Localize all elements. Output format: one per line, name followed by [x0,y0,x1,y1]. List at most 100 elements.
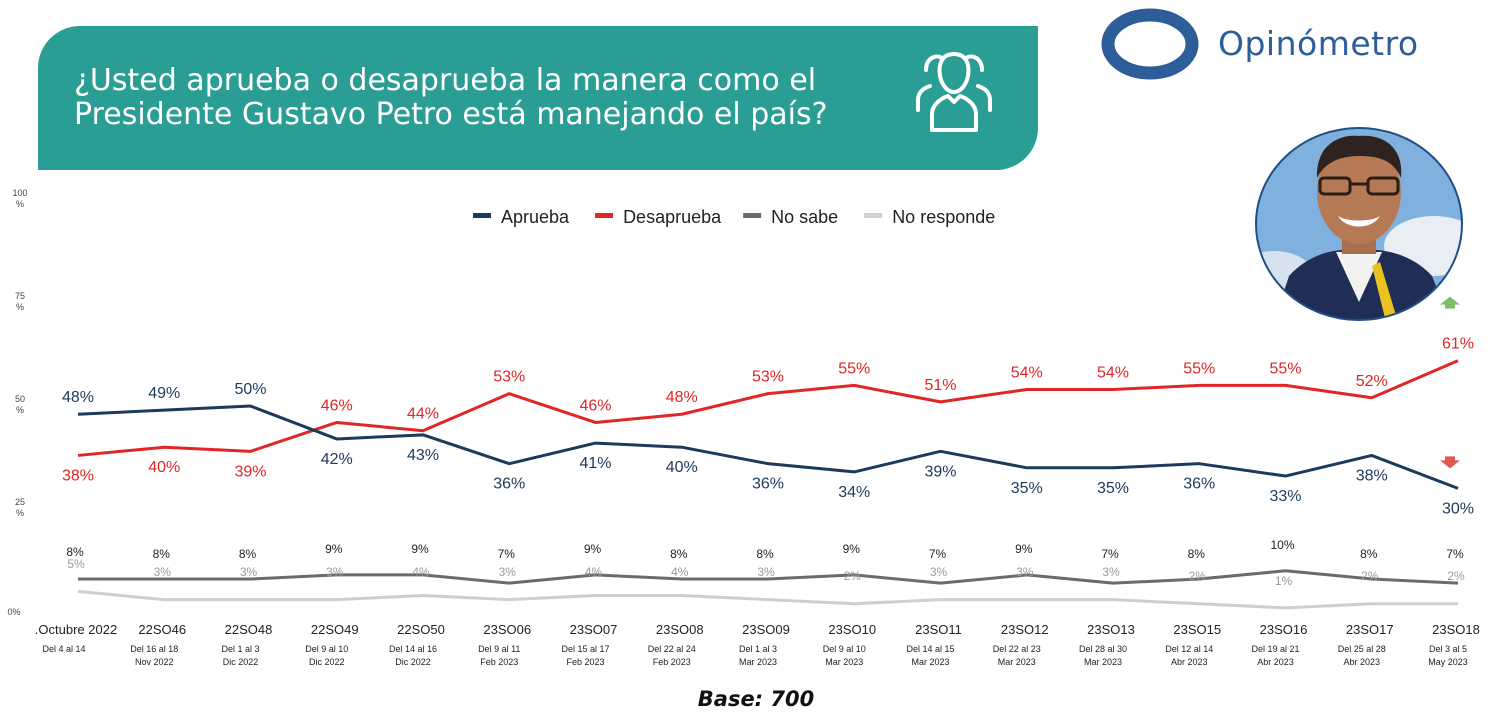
data-label-no-responde: 2% [1189,569,1207,583]
data-label-aprueba: 35% [1011,480,1043,497]
legend-swatch [743,213,762,218]
data-label-no-sabe: 9% [1015,542,1033,556]
title-banner [38,26,1038,170]
x-category-label: 23SO11 [915,622,962,637]
y-axis: 0% 25 % 50 % 75 % 100% [7,188,27,617]
data-label-desaprueba: 55% [1183,360,1215,377]
trend-down-arrow-icon [1440,456,1460,469]
data-label-no-responde: 4% [412,565,430,579]
data-label-aprueba: 42% [321,451,353,468]
data-label-no-responde: 4% [671,565,689,579]
x-date-range: Del 1 al 3 [739,644,777,654]
data-label-no-responde: 3% [930,565,948,579]
x-date-range: Del 9 al 10 [823,644,866,654]
data-label-no-sabe: 8% [670,547,688,561]
data-label-no-responde: 3% [757,565,775,579]
data-label-aprueba: 49% [148,385,180,402]
x-date-range: Del 14 al 15 [906,644,954,654]
legend-label: Aprueba [501,207,570,227]
x-category-label: 23SO16 [1260,622,1308,637]
data-label-no-responde: 5% [67,557,85,571]
data-label-aprueba: 50% [234,381,266,398]
data-label-no-responde: 3% [1102,565,1120,579]
question-line-1: ¿Usted aprueba o desaprueba la manera co… [74,63,817,98]
x-date-month: Feb 2023 [480,657,518,667]
x-date-month: Mar 2023 [739,657,777,667]
data-label-aprueba: 36% [493,476,525,493]
data-label-no-sabe: 7% [1446,547,1464,561]
x-date-month: Mar 2023 [998,657,1036,667]
data-label-no-sabe: 9% [411,542,429,556]
question-line-2: Presidente Gustavo Petro está manejando … [74,97,828,132]
data-label-desaprueba: 38% [62,467,94,484]
y-tick-label: 100% [12,188,27,209]
legend-swatch [473,213,491,218]
y-tick-label: 75% [15,291,25,312]
x-category-label: 23SO07 [570,622,618,637]
data-label-desaprueba: 46% [579,397,611,414]
x-date-range: Del 9 al 11 [478,644,520,654]
x-date-month: Dic 2022 [395,657,431,667]
data-label-aprueba: 30% [1442,500,1474,517]
data-label-desaprueba: 61% [1442,336,1474,353]
data-label-aprueba: 41% [579,455,611,472]
data-label-aprueba: 38% [1356,467,1388,484]
data-label-aprueba: 35% [1097,480,1129,497]
series-line-no-sabe [78,569,1459,585]
data-label-desaprueba: 39% [234,463,266,480]
trend-up-arrow-icon [1440,296,1460,309]
data-label-no-sabe: 7% [929,547,947,561]
x-category-label: 23SO15 [1173,622,1221,637]
x-date-month: Abr 2023 [1257,657,1294,667]
data-label-no-sabe: 9% [325,542,343,556]
x-date-range: Del 3 al 5 [1429,644,1467,654]
x-axis: .Octubre 2022 Del 4 al 14 22SO46 Del 16 al … [35,622,1480,667]
data-label-no-sabe: 9% [584,542,602,556]
data-label-no-responde: 3% [499,565,517,579]
data-label-no-sabe: 7% [1101,547,1119,561]
data-label-no-responde: 2% [844,569,862,583]
data-label-no-sabe: 8% [756,547,774,561]
trend-markers [1440,296,1460,469]
data-label-desaprueba: 52% [1356,373,1388,390]
data-label-aprueba: 48% [62,389,94,406]
x-date-month: Feb 2023 [566,657,604,667]
x-date-range: Del 22 al 24 [648,644,696,654]
legend-label: No responde [892,207,995,227]
legend-label: Desaprueba [623,207,722,227]
x-category-label: 23SO17 [1346,622,1394,637]
data-label-no-sabe: 9% [843,542,861,556]
data-label-no-responde: 2% [1361,569,1379,583]
data-label-aprueba: 34% [838,484,870,501]
data-label-no-responde: 3% [326,565,344,579]
x-date-month: Nov 2022 [135,657,174,667]
data-label-no-responde: 1% [1275,574,1293,588]
x-date-range: Del 9 al 10 [305,644,348,654]
data-label-aprueba: 36% [752,476,784,493]
x-category-label: 23SO10 [828,622,876,637]
data-label-no-sabe: 8% [1188,547,1206,561]
x-category-label: 23SO18 [1432,622,1480,637]
x-category-label: 23SO08 [656,622,704,637]
survey-question: ¿Usted aprueba o desaprueba la manera co… [74,64,874,132]
data-label-desaprueba: 55% [1269,360,1301,377]
x-date-month: Dic 2022 [223,657,259,667]
data-labels: 48%38%8%5%49%40%8%3%50%39%8%3%42%46%9%3%… [62,336,1474,588]
x-date-month: Abr 2023 [1171,657,1208,667]
brand-name: Opinómetro [1218,24,1419,63]
series-line-no-responde [77,589,1458,610]
x-category-label: .Octubre 2022 [35,622,117,637]
president-portrait [1255,127,1463,321]
x-date-range: Del 16 al 18 [130,644,178,654]
data-label-desaprueba: 54% [1011,365,1043,382]
data-label-no-sabe: 10% [1270,538,1294,552]
legend-label: No sabe [771,207,838,227]
data-label-no-responde: 3% [240,565,258,579]
x-category-label: 23SO12 [1001,622,1049,637]
people-group-icon [916,52,992,132]
data-label-desaprueba: 55% [838,360,870,377]
x-date-range: Del 19 al 21 [1251,644,1299,654]
x-category-label: 22SO49 [311,622,359,637]
x-date-range: Del 12 al 14 [1165,644,1213,654]
data-label-desaprueba: 53% [752,369,784,386]
